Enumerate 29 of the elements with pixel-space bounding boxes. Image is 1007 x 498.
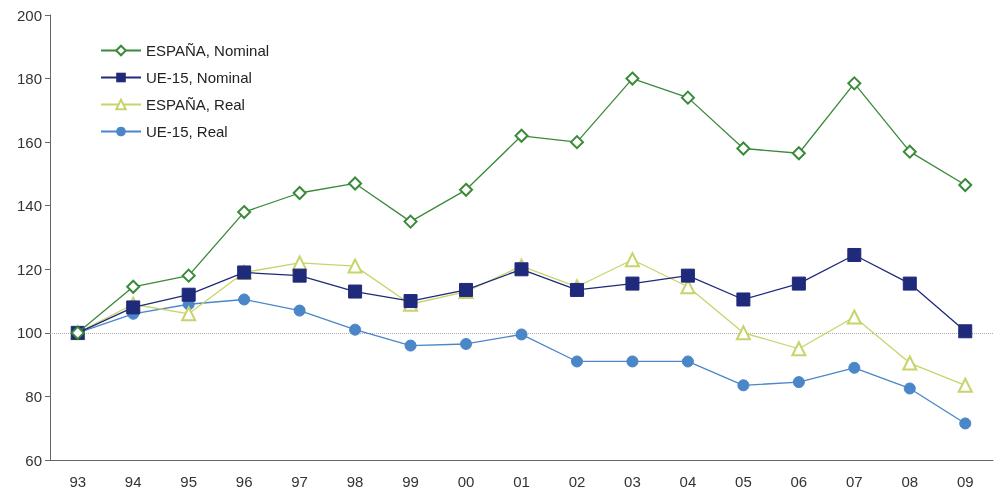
legend-label: UE-15, Nominal (146, 69, 252, 86)
legend-label: UE-15, Real (146, 123, 228, 140)
x-tick-label: 99 (402, 473, 419, 490)
y-tick-label: 200 (16, 6, 42, 24)
y-tick-label: 60 (25, 451, 42, 469)
x-tick-label: 95 (180, 473, 198, 490)
x-tick-label: 97 (291, 473, 308, 490)
y-tick-label: 140 (16, 197, 42, 215)
legend-label: ESPAÑA, Nominal (146, 42, 270, 59)
y-tick-label: 80 (25, 387, 42, 405)
x-tick-label: 01 (513, 473, 530, 490)
x-tick-label: 98 (346, 473, 364, 490)
x-tick-label: 06 (790, 473, 808, 490)
x-tick-label: 09 (956, 473, 974, 490)
y-tick-label: 160 (16, 133, 42, 151)
x-tick-label: 02 (568, 473, 586, 490)
x-tick-label: 96 (235, 473, 253, 490)
x-tick-label: 05 (735, 473, 752, 490)
x-tick-label: 08 (901, 473, 919, 490)
x-tick-label: 03 (624, 473, 641, 490)
y-tick-label: 120 (16, 260, 42, 278)
legend-label: ESPAÑA, Real (146, 96, 245, 113)
x-tick-label: 07 (845, 473, 863, 490)
y-tick-label: 100 (16, 324, 42, 342)
x-tick-label: 00 (457, 473, 475, 490)
x-tick-label: 93 (69, 473, 87, 490)
y-tick-label: 180 (16, 70, 42, 88)
x-tick-label: 94 (124, 473, 142, 490)
x-tick-label: 04 (679, 473, 697, 490)
